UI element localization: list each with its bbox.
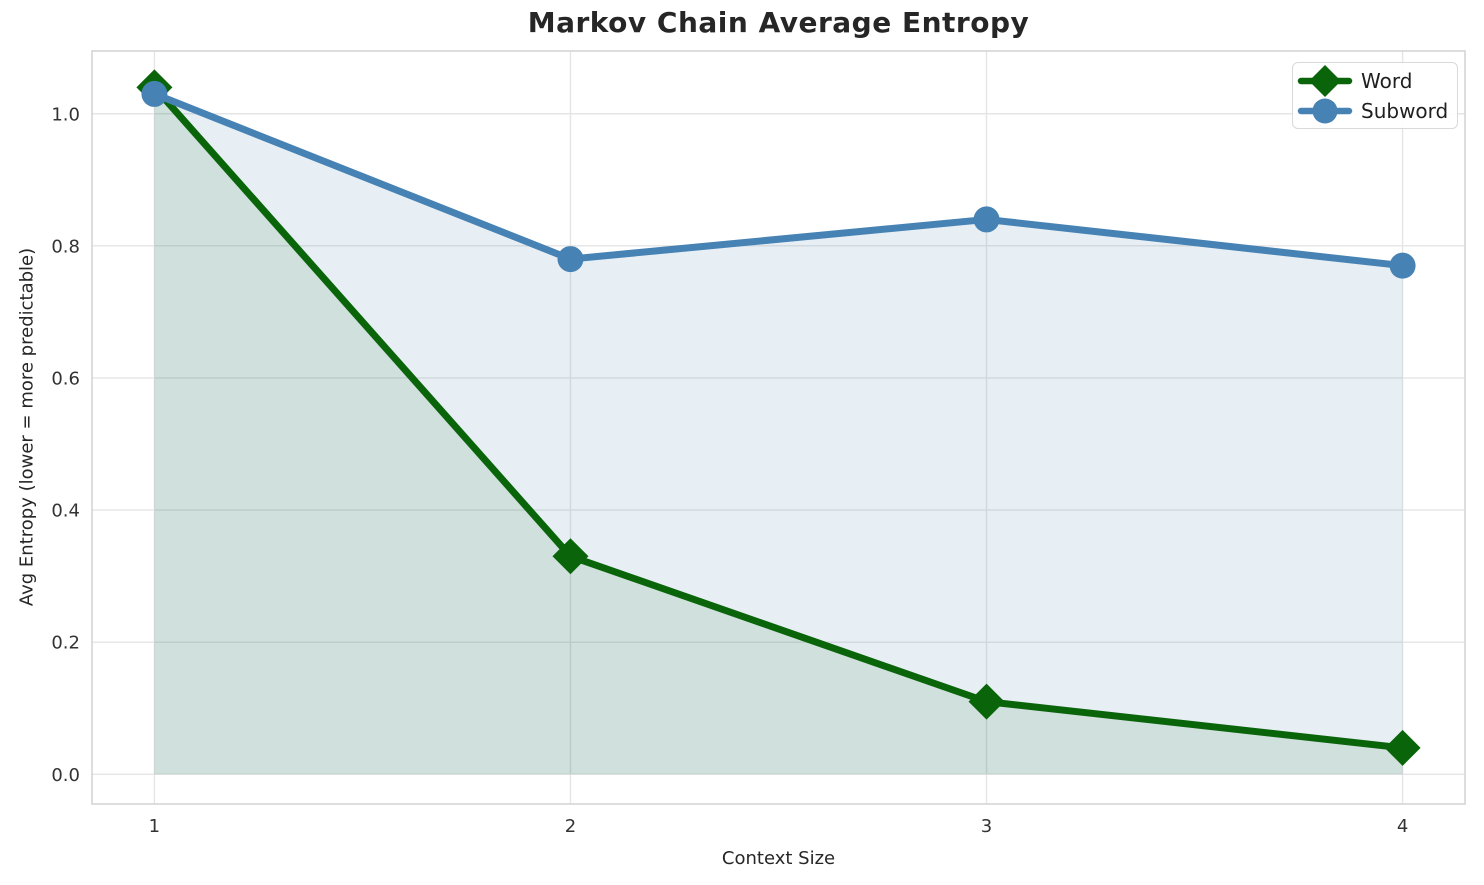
chart-title: Markov Chain Average Entropy	[527, 6, 1030, 39]
series-word-marker	[552, 538, 589, 575]
legend-circle-marker	[1312, 98, 1338, 124]
series-word-marker	[1384, 729, 1421, 766]
legend-label-subword: Subword	[1361, 99, 1449, 123]
y-tick-label: 0.0	[51, 765, 80, 786]
x-axis-label: Context Size	[721, 848, 836, 869]
series-word-line	[150, 83, 1407, 752]
legend-item-word: Word	[1297, 65, 1449, 97]
y-tick-label: 0.4	[51, 501, 80, 522]
series-subword-marker	[973, 206, 1000, 233]
y-axis-label: Avg Entropy (lower = more predictable)	[16, 247, 38, 607]
series-word-fill	[154, 87, 1403, 775]
legend-diamond-marker	[1309, 65, 1341, 97]
x-tick-label: 1	[149, 816, 160, 837]
y-tick-label: 1.0	[51, 104, 80, 125]
series-subword-marker	[1389, 252, 1416, 279]
legend-label-word: Word	[1361, 69, 1413, 93]
x-tick-label: 3	[981, 816, 992, 837]
legend-item-subword: Subword	[1297, 96, 1449, 126]
x-tick-label: 2	[565, 816, 576, 837]
series-word-marker	[968, 683, 1005, 720]
y-tick-label: 0.6	[51, 368, 80, 389]
x-tick-label: 4	[1397, 816, 1408, 837]
series-subword-line	[150, 90, 1407, 270]
legend-circle-icon	[1297, 98, 1353, 124]
series-subword-marker	[557, 246, 584, 273]
y-tick-label: 0.2	[51, 633, 80, 654]
series-subword-fill	[154, 93, 1403, 775]
y-tick-label: 0.8	[51, 236, 80, 257]
legend: Word Subword	[1292, 62, 1458, 129]
legend-diamond-icon	[1297, 65, 1353, 97]
plot-frame	[91, 50, 1466, 805]
series-subword-marker	[141, 80, 168, 107]
